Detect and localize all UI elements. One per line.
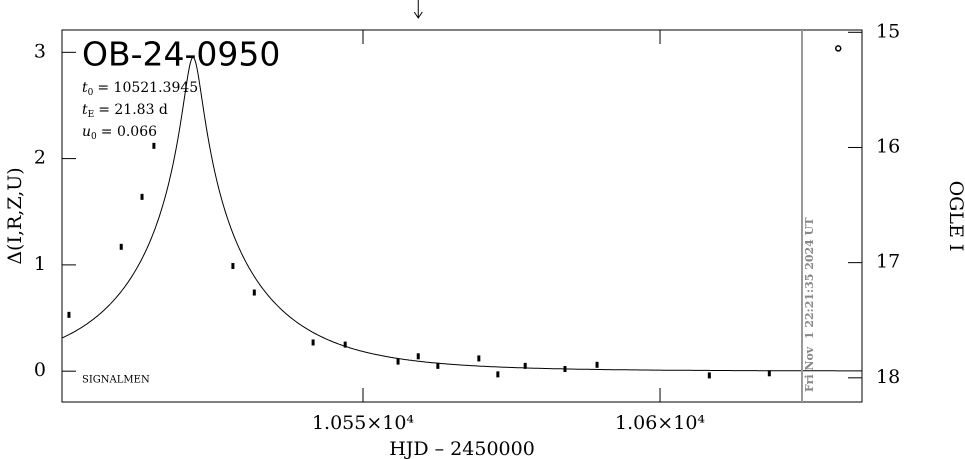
annotation-text: = 10521.3945	[97, 80, 198, 96]
data-point	[707, 372, 711, 379]
x-tick-label: 1.06×10⁴	[615, 412, 705, 434]
data-point	[311, 339, 315, 346]
y2-tick-label: 17	[876, 251, 900, 273]
data-point	[767, 370, 771, 377]
reference-point	[834, 45, 842, 52]
annotation: u0 = 0.066	[82, 124, 157, 142]
annotation-text: = 0.066	[101, 124, 157, 140]
data-point	[496, 371, 500, 378]
annotation-symbol: t	[82, 80, 88, 96]
y-tick-label: 3	[34, 40, 46, 62]
data-point	[140, 193, 144, 200]
data-point	[416, 353, 420, 360]
annotation: tE = 21.83 d	[82, 102, 168, 120]
y2-tick-label: 15	[876, 20, 900, 42]
data-point	[152, 142, 156, 149]
y-axis-label: Δ(I,R,Z,U)	[4, 167, 26, 264]
annotation-subscript: E	[88, 110, 95, 120]
data-point	[343, 341, 347, 348]
y2-tick-label: 16	[876, 135, 900, 157]
annotation-symbol: t	[82, 102, 88, 118]
data-point	[523, 362, 527, 369]
plot-frame	[61, 29, 863, 403]
y-tick-label: 1	[34, 253, 46, 275]
x-tick-label: 1.055×10⁴	[312, 412, 414, 434]
data-point	[595, 361, 599, 368]
data-point	[477, 355, 481, 362]
data-point	[436, 362, 440, 369]
x-axis-label: HJD – 2450000	[389, 438, 535, 459]
arrow	[413, 0, 423, 19]
annotation-subscript: 0	[91, 132, 97, 142]
data-point	[252, 289, 256, 296]
model-curve	[61, 56, 862, 372]
data-point	[119, 243, 123, 250]
chart-title: OB-24-0950	[82, 35, 280, 74]
y2-tick-label: 18	[876, 366, 900, 388]
annotation-text: = 21.83 d	[98, 102, 168, 118]
data-point	[396, 358, 400, 365]
data-point	[563, 366, 567, 373]
annotation-symbol: u	[82, 124, 91, 140]
date-label: Fri Nov 1 22:21:35 2024 UT	[803, 217, 816, 392]
data-point	[67, 311, 71, 318]
annotation: t0 = 10521.3945	[82, 80, 198, 98]
credit: SIGNALMEN	[82, 375, 150, 386]
y-tick-label: 0	[34, 359, 46, 381]
annotation-subscript: 0	[88, 88, 94, 98]
y2-axis-label: OGLE I	[945, 181, 965, 252]
y-tick-label: 2	[34, 147, 46, 169]
data-point	[231, 262, 235, 269]
